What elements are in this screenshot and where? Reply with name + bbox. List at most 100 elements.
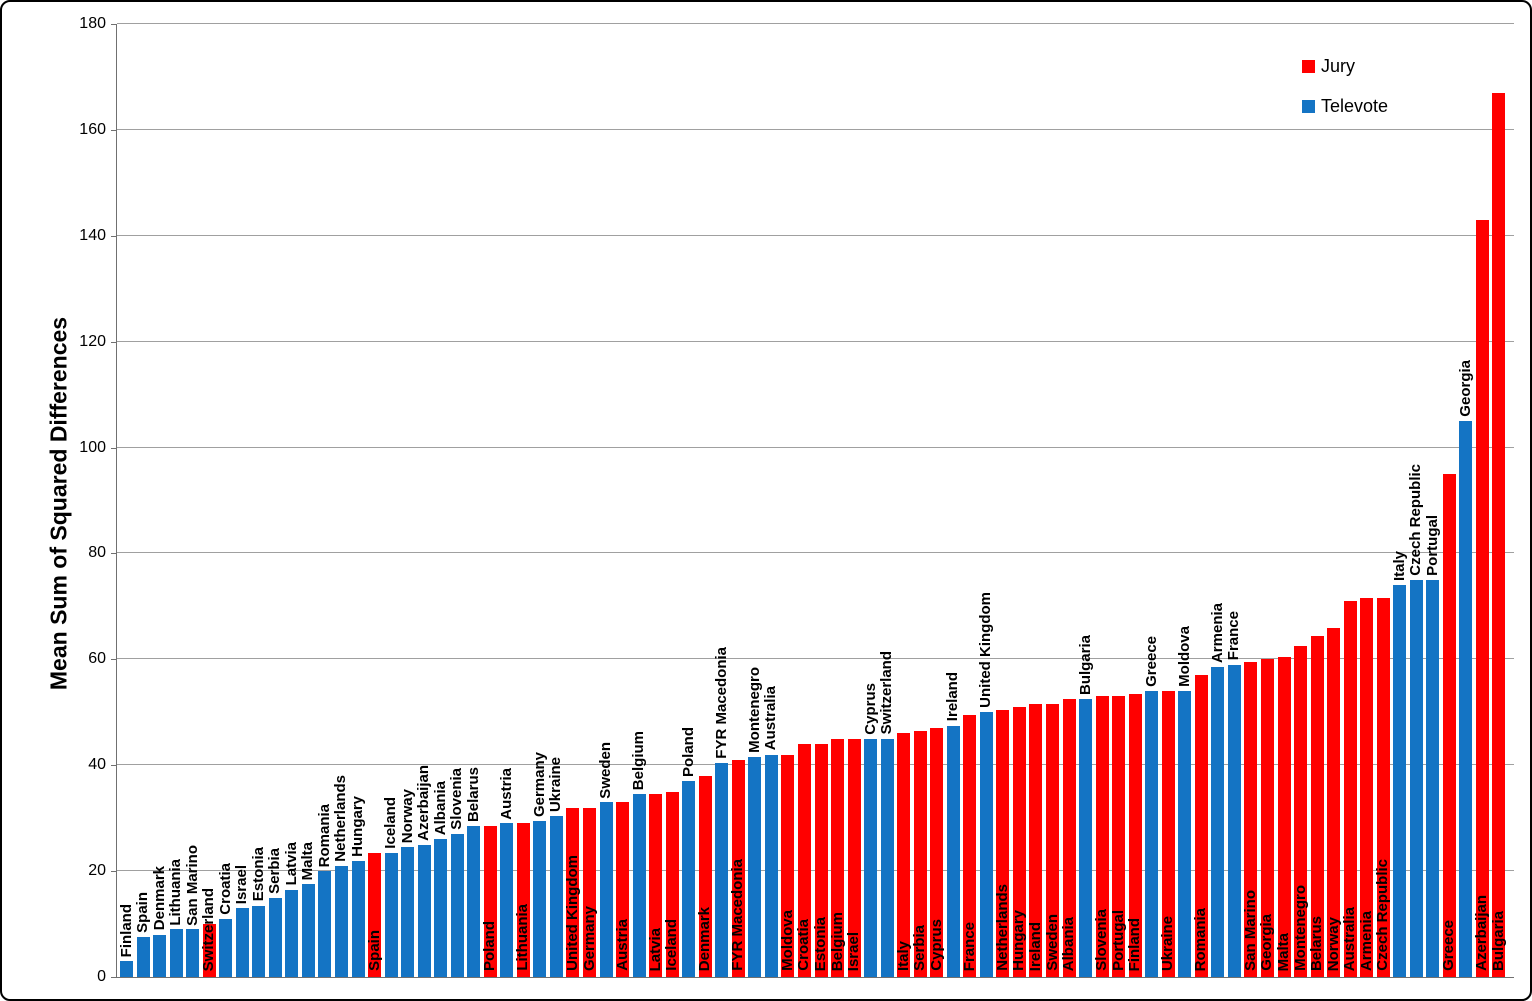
bar-label-romania-televote: Romania: [315, 803, 333, 868]
bar-finland-televote: [120, 961, 133, 977]
bar-latvia-jury: [649, 794, 663, 977]
bar-fyr-macedonia-jury: [731, 759, 745, 977]
y-tick-mark-80: [111, 553, 117, 555]
legend-item-televote: Televote: [1302, 97, 1388, 115]
bar-germany-jury: [583, 807, 596, 977]
bar-label-malta-jury: Malta: [1275, 932, 1292, 971]
bar-moldova-jury: [781, 754, 795, 977]
bar-portugal-televote: [1426, 579, 1440, 977]
bar-label-san-marino-televote: San Marino: [183, 844, 201, 926]
y-tick-label-40: 40: [88, 756, 106, 774]
bar-label-germany-jury: Germany: [580, 905, 598, 971]
bar-united-kingdom-jury: [566, 807, 580, 977]
bar-label-albania-jury: Albania: [1060, 916, 1078, 971]
bar-israel-jury: [847, 738, 861, 977]
gridline-120: [117, 340, 1514, 342]
legend-item-jury: Jury: [1302, 57, 1388, 75]
bar-label-romania-jury: Romania: [1192, 907, 1210, 971]
bar-armenia-televote: [1211, 667, 1225, 977]
bar-label-israel-televote: Israel: [233, 864, 251, 905]
bar-label-iceland-televote: Iceland: [382, 796, 400, 849]
bar-label-ukraine-jury: Ukraine: [1159, 915, 1177, 971]
bar-poland-jury: [483, 826, 497, 977]
bar-fyr-macedonia-televote: [715, 762, 729, 977]
bar-denmark-jury: [698, 775, 712, 977]
bar-greece-televote: [1145, 691, 1159, 977]
gridline-160: [117, 128, 1514, 130]
bar-montenegro-televote: [748, 757, 762, 977]
bar-label-lithuania-jury: Lithuania: [514, 904, 532, 971]
bar-norway-jury: [1327, 627, 1341, 977]
y-tick-mark-20: [111, 871, 117, 873]
bar-united-kingdom-televote: [979, 712, 993, 977]
bar-label-hungary-televote: Hungary: [349, 795, 366, 857]
bar-label-serbia-televote: Serbia: [266, 847, 284, 894]
bar-bulgaria-televote: [1079, 699, 1093, 977]
bar-label-switzerland-televote: Switzerland: [878, 651, 896, 735]
bar-belarus-jury: [1310, 635, 1324, 977]
bar-netherlands-jury: [996, 709, 1010, 977]
bar-label-bulgaria-televote: Bulgaria: [1076, 635, 1094, 696]
y-tick-mark-180: [111, 24, 117, 25]
bar-lithuania-jury: [516, 823, 530, 977]
y-tick-label-20: 20: [88, 862, 106, 880]
bar-france-jury: [963, 714, 977, 977]
bar-label-malta-televote: Malta: [299, 842, 317, 881]
bar-finland-jury: [1128, 693, 1142, 977]
y-tick-mark-100: [111, 447, 117, 449]
bar-label-sweden-jury: Sweden: [1043, 914, 1061, 971]
bar-georgia-televote: [1459, 421, 1473, 977]
bar-label-cyprus-televote: Cyprus: [861, 683, 879, 735]
bar-label-bulgaria-jury: Bulgaria: [1489, 910, 1507, 971]
gridline-180: [117, 23, 1514, 24]
bar-belgium-televote: [632, 794, 646, 977]
gridline-100: [117, 446, 1514, 448]
bar-label-greece-televote: Greece: [1142, 636, 1160, 688]
bar-label-czech-republic-jury: Czech Republic: [1374, 859, 1392, 971]
bar-estonia-televote: [252, 905, 266, 977]
y-tick-label-100: 100: [79, 438, 106, 456]
bar-serbia-televote: [268, 897, 282, 977]
gridline-140: [117, 234, 1514, 236]
y-axis-line: [116, 24, 117, 978]
bar-label-spain-televote: Spain: [134, 892, 152, 934]
bar-belarus-televote: [467, 826, 481, 977]
bar-portugal-jury: [1112, 696, 1126, 977]
bar-hungary-jury: [1012, 706, 1026, 977]
bar-armenia-jury: [1360, 598, 1374, 977]
bar-poland-televote: [682, 781, 696, 977]
y-tick-mark-40: [111, 765, 117, 767]
bar-label-ukraine-televote: Ukraine: [547, 756, 565, 812]
bar-ireland-jury: [1029, 704, 1043, 977]
bar-estonia-jury: [814, 744, 828, 977]
bar-label-czech-republic-televote: Czech Republic: [1407, 464, 1425, 576]
bar-malta-televote: [301, 884, 315, 977]
bar-label-slovenia-televote: Slovenia: [448, 768, 466, 831]
bar-montenegro-jury: [1294, 646, 1308, 977]
bar-belgium-jury: [831, 738, 845, 977]
bar-label-australia-jury: Australia: [1341, 906, 1359, 971]
bar-san-marino-televote: [186, 929, 200, 977]
bar-label-montenegro-jury: Montenegro: [1291, 885, 1309, 971]
bar-label-moldova-jury: Moldova: [778, 910, 796, 971]
bar-albania-jury: [1062, 699, 1076, 977]
bar-greece-jury: [1442, 474, 1456, 977]
bar-israel-televote: [235, 908, 249, 977]
bar-label-serbia-jury: Serbia: [911, 925, 929, 971]
bar-ireland-televote: [946, 725, 960, 977]
bar-label-united-kingdom-jury: United Kingdom: [563, 855, 581, 971]
bar-croatia-televote: [219, 918, 233, 977]
bar-azerbaijan-jury: [1475, 219, 1489, 977]
bar-label-estonia-televote: Estonia: [249, 847, 267, 902]
y-tick-label-80: 80: [88, 544, 106, 562]
y-tick-mark-60: [111, 659, 117, 661]
y-tick-mark-140: [111, 235, 117, 237]
bar-san-marino-jury: [1244, 661, 1258, 977]
bar-label-iceland-jury: Iceland: [663, 919, 681, 971]
bar-label-lithuania-televote: Lithuania: [167, 858, 185, 926]
bar-label-slovenia-jury: Slovenia: [1093, 909, 1111, 971]
bar-label-italy-televote: Italy: [1390, 551, 1408, 582]
bar-label-france-jury: France: [960, 921, 978, 971]
bar-netherlands-televote: [334, 865, 348, 977]
bar-label-fyr-macedonia-jury: FYR Macedonia: [729, 859, 747, 971]
